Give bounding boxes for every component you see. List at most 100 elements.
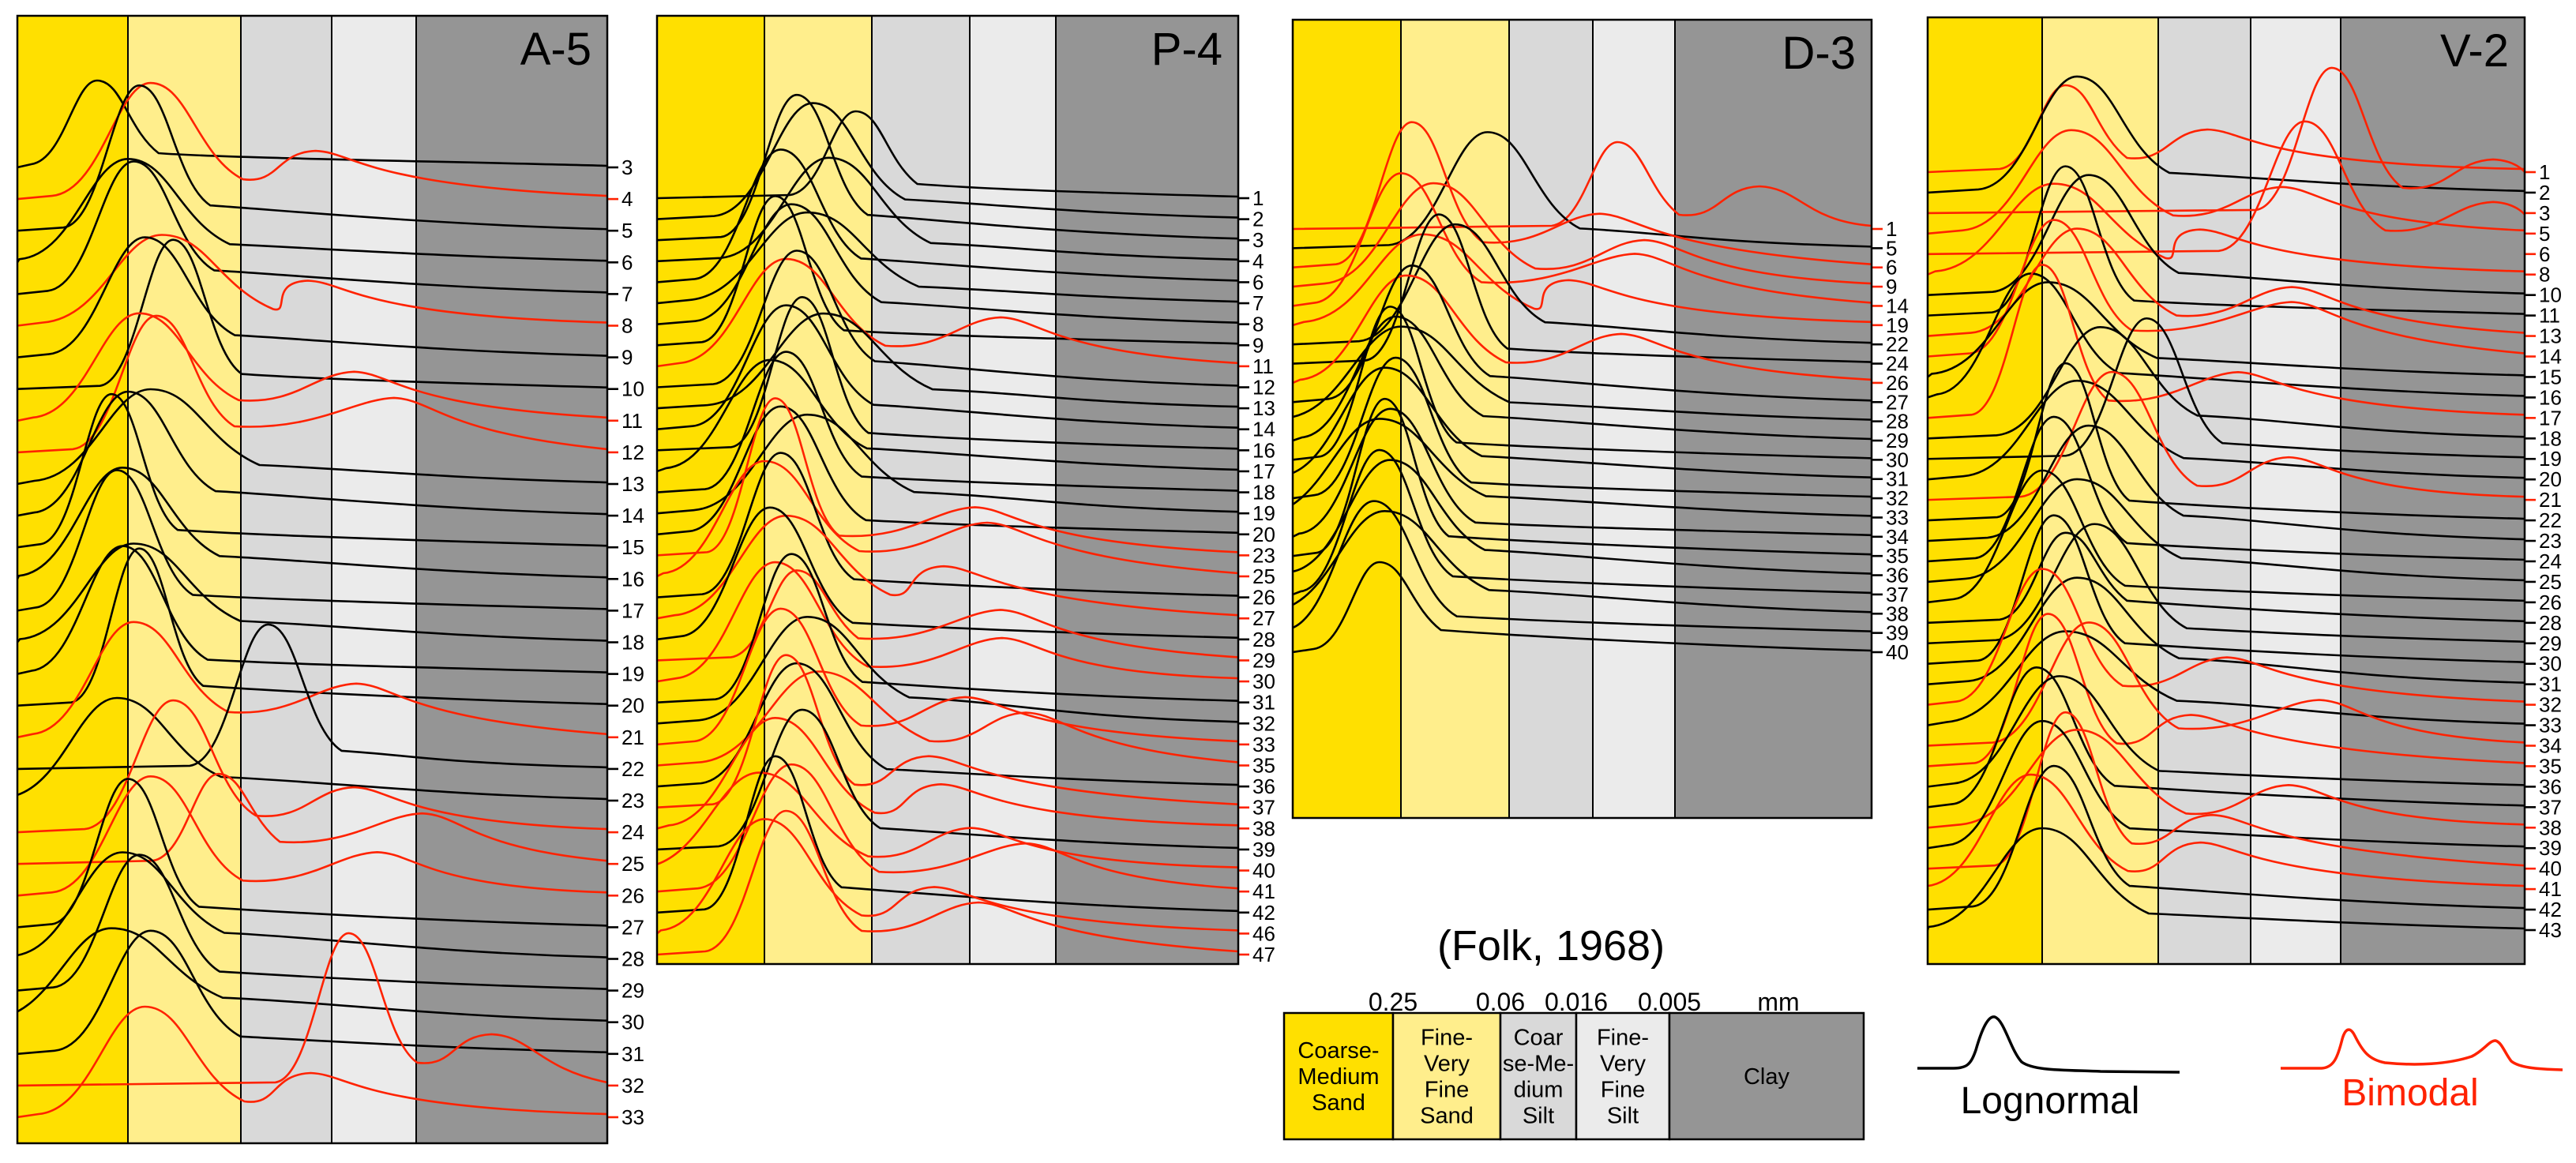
curve-sample-7 bbox=[657, 211, 1238, 305]
sample-label-16: 16 bbox=[621, 567, 644, 591]
sample-label-26: 26 bbox=[2539, 591, 2562, 614]
curve-sample-1 bbox=[657, 110, 1238, 200]
curve-sample-23 bbox=[1928, 424, 2525, 542]
sample-label-14: 14 bbox=[1252, 418, 1275, 441]
curve-sample-9 bbox=[657, 194, 1238, 347]
curve-sample-33 bbox=[17, 1005, 607, 1119]
curve-sample-12 bbox=[657, 249, 1238, 388]
curve-sample-5 bbox=[17, 84, 607, 232]
sample-label-32: 32 bbox=[1886, 486, 1909, 510]
legend-class-label: Fine- bbox=[1597, 1026, 1649, 1051]
sample-label-25: 25 bbox=[621, 852, 644, 876]
curve-sample-2 bbox=[1928, 75, 2525, 194]
curve-sample-27 bbox=[1293, 264, 1872, 403]
sample-label-6: 6 bbox=[2539, 242, 2550, 266]
sample-label-32: 32 bbox=[1252, 711, 1275, 735]
curve-sample-29 bbox=[1928, 523, 2525, 645]
sample-label-3: 3 bbox=[1252, 228, 1264, 252]
curve-sample-8 bbox=[657, 203, 1238, 325]
sample-label-33: 33 bbox=[1252, 733, 1275, 756]
sample-label-1: 1 bbox=[1252, 186, 1264, 210]
sample-label-26: 26 bbox=[1886, 371, 1909, 395]
class-band-3 bbox=[241, 16, 332, 1143]
curve-sample-5 bbox=[1293, 131, 1872, 249]
sample-label-38: 38 bbox=[1252, 816, 1275, 840]
curve-sample-29 bbox=[17, 853, 607, 992]
curve-sample-3 bbox=[1928, 66, 2525, 215]
curves-group bbox=[657, 93, 1238, 956]
sample-label-25: 25 bbox=[1252, 565, 1275, 588]
sample-label-41: 41 bbox=[2539, 877, 2562, 901]
sample-label-46: 46 bbox=[1252, 921, 1275, 945]
curve-sample-14 bbox=[17, 390, 607, 517]
sample-label-30: 30 bbox=[621, 1011, 644, 1034]
sample-label-8: 8 bbox=[2539, 263, 2550, 287]
curve-sample-6 bbox=[17, 157, 607, 263]
sample-label-10: 10 bbox=[621, 377, 644, 401]
curve-sample-32 bbox=[1928, 568, 2525, 706]
sample-label-26: 26 bbox=[1252, 586, 1275, 610]
curve-sample-47 bbox=[657, 809, 1238, 956]
sample-label-34: 34 bbox=[2539, 733, 2562, 757]
curve-sample-19 bbox=[1293, 233, 1872, 327]
curve-sample-21 bbox=[1928, 370, 2525, 501]
sample-label-21: 21 bbox=[621, 726, 644, 749]
curve-sample-16 bbox=[17, 466, 607, 580]
curve-sample-2 bbox=[657, 102, 1238, 220]
sample-label-9: 9 bbox=[1886, 275, 1897, 298]
sample-label-4: 4 bbox=[1252, 249, 1264, 273]
sample-label-31: 31 bbox=[1886, 467, 1909, 491]
sample-label-24: 24 bbox=[2539, 550, 2562, 573]
sample-label-5: 5 bbox=[2539, 222, 2550, 246]
sample-label-30: 30 bbox=[1886, 448, 1909, 471]
curve-sample-29 bbox=[1293, 315, 1872, 442]
curve-sample-26 bbox=[1928, 469, 2525, 604]
sample-label-10: 10 bbox=[2539, 283, 2562, 307]
sample-label-23: 23 bbox=[1252, 543, 1275, 567]
sample-label-27: 27 bbox=[1886, 390, 1909, 414]
panel-v-2: 1235681011131415161718192021222324252628… bbox=[1926, 16, 2562, 966]
class-band-4 bbox=[332, 16, 416, 1143]
curve-sample-18 bbox=[657, 351, 1238, 493]
panel-title: A-5 bbox=[520, 24, 591, 75]
sample-label-29: 29 bbox=[1252, 648, 1275, 672]
lognormal-legend-curve bbox=[1917, 1015, 2180, 1074]
sample-label-19: 19 bbox=[621, 662, 644, 686]
sample-label-11: 11 bbox=[2539, 304, 2560, 328]
class-band-2 bbox=[764, 16, 872, 964]
sample-label-40: 40 bbox=[1252, 859, 1275, 883]
curve-sample-34 bbox=[1293, 407, 1872, 538]
curve-sample-39 bbox=[1928, 719, 2525, 850]
sample-label-18: 18 bbox=[621, 631, 644, 655]
legend-class-label: Very bbox=[1424, 1052, 1470, 1077]
sample-label-27: 27 bbox=[1252, 606, 1275, 630]
sample-label-1: 1 bbox=[1886, 217, 1897, 241]
curve-sample-28 bbox=[1293, 325, 1872, 422]
curve-sample-34 bbox=[1928, 621, 2525, 747]
panel-a-5: 3 4 5 6 7 8 9 10 11 12 13 14 15 16 17 18 19 20 21 22 23 24 25 2… bbox=[16, 14, 644, 1145]
sample-label-39: 39 bbox=[1252, 838, 1275, 861]
curve-sample-21 bbox=[17, 621, 607, 739]
curve-sample-1 bbox=[1293, 141, 1872, 231]
sample-label-19: 19 bbox=[2539, 447, 2562, 471]
curve-sample-25 bbox=[17, 772, 607, 865]
sample-label-37: 37 bbox=[1886, 583, 1909, 606]
curve-sample-40 bbox=[1293, 561, 1872, 654]
sample-label-30: 30 bbox=[2539, 652, 2562, 676]
curve-sample-19 bbox=[17, 545, 607, 675]
sample-label-20: 20 bbox=[1252, 523, 1275, 546]
sample-label-36: 36 bbox=[1252, 775, 1275, 798]
sample-label-28: 28 bbox=[621, 947, 644, 971]
legend-class-label: Clay bbox=[1744, 1064, 1790, 1090]
sample-label-17: 17 bbox=[1252, 460, 1275, 483]
sample-label-16: 16 bbox=[1252, 438, 1275, 462]
curve-sample-39 bbox=[657, 708, 1238, 851]
panel-title: D-3 bbox=[1782, 28, 1856, 79]
curve-sample-16 bbox=[1928, 272, 2525, 399]
legend-class-label: Silt bbox=[1523, 1104, 1554, 1129]
curve-sample-30 bbox=[657, 561, 1238, 683]
sample-label-40: 40 bbox=[2539, 857, 2562, 880]
curve-sample-35 bbox=[1293, 397, 1872, 557]
sample-label-34: 34 bbox=[1886, 525, 1909, 549]
curve-sample-5 bbox=[1928, 129, 2525, 235]
